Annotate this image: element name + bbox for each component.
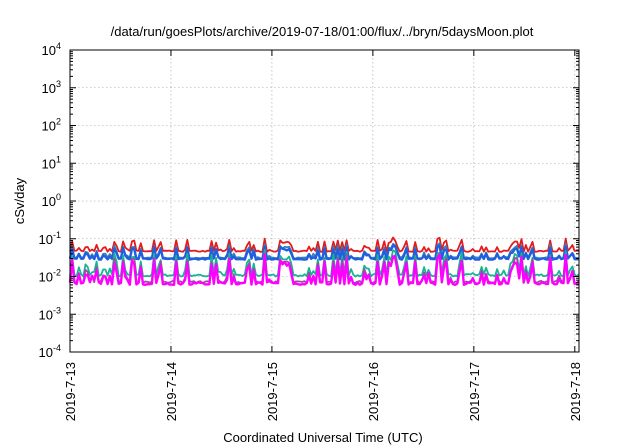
x-tick-label: 2019-7-13 (63, 362, 78, 421)
y-tick-label: 104 (42, 41, 61, 58)
y-tick-label: 10-4 (39, 343, 61, 360)
y-tick-label: 103 (42, 79, 61, 96)
x-tick-label: 2019-7-16 (366, 362, 381, 421)
x-tick-label: 2019-7-15 (265, 362, 280, 421)
y-tick-label: 10-1 (39, 230, 61, 247)
grid-lines (70, 50, 579, 352)
x-tick-label: 2019-7-14 (164, 362, 179, 421)
x-axis-label: Coordinated Universal Time (UTC) (223, 430, 422, 445)
chart-title: /data/run/goesPlots/archive/2019-07-18/0… (111, 24, 534, 39)
y-tick-label: 10-2 (39, 268, 61, 285)
y-axis-label: cSv/day (12, 177, 27, 224)
series-line (69, 236, 580, 253)
x-axis: 2019-7-13 2019-7-14 2019-7-15 2019-7-16 2019… (63, 50, 583, 421)
series-group (68, 236, 580, 286)
y-tick-label: 101 (42, 154, 61, 171)
y-axis: 10-4 10-3 10-2 10-1 100 101 102 103 104 (39, 41, 579, 360)
y-tick-label: 100 (42, 192, 61, 209)
series-line (68, 244, 580, 261)
series-line (68, 253, 580, 286)
y-tick-label: 10-3 (39, 305, 61, 322)
y-tick-label: 102 (42, 117, 61, 134)
x-tick-label: 2019-7-18 (568, 362, 583, 421)
x-tick-label: 2019-7-17 (467, 362, 482, 421)
